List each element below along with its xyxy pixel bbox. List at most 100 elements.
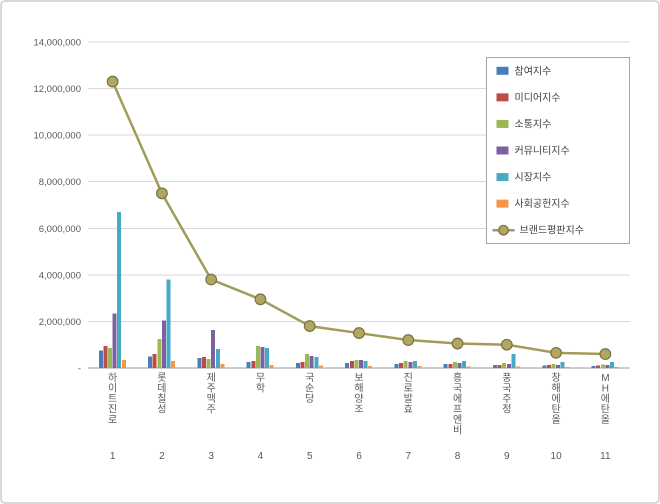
bar <box>157 338 162 368</box>
bar <box>265 347 270 368</box>
bar-series-6 <box>121 359 619 368</box>
bar <box>399 362 404 368</box>
bar-series-2 <box>103 345 601 368</box>
bar <box>345 362 350 368</box>
category-numbers: 1 2 3 4 5 6 7 8 9 10 11 <box>110 451 611 462</box>
category-number: 5 <box>307 451 313 462</box>
bar <box>452 361 457 368</box>
line-marker <box>106 75 119 88</box>
bar <box>403 361 408 368</box>
bar <box>215 348 220 368</box>
bar <box>255 345 260 368</box>
bar <box>502 362 507 368</box>
category-number: 11 <box>600 451 611 462</box>
y-tick-label: 14,000,000 <box>33 38 81 49</box>
bar <box>354 359 359 368</box>
line-marker <box>550 346 562 359</box>
legend-label: 시장지수 <box>515 172 552 184</box>
category-number: 8 <box>455 451 461 462</box>
category-labels: 하 이 트 진 로 롯 데 칠 성 제 주 맥 주 무 학 국 순 당 보 해 양 조 진 로 발 효 흥 국 에 프 엔 비 풍 국 주 정 창 해 에 탄… <box>108 371 610 437</box>
legend-swatch <box>496 66 509 75</box>
bar <box>600 364 605 368</box>
bar <box>443 364 448 368</box>
bar <box>309 356 314 368</box>
bar <box>246 361 251 368</box>
bar <box>412 361 417 368</box>
bar <box>457 362 462 368</box>
bar <box>408 361 413 368</box>
legend-swatch <box>496 199 509 208</box>
bar <box>295 362 300 368</box>
line-markers <box>106 75 612 360</box>
legend-swatch <box>496 146 509 155</box>
bar <box>103 345 108 368</box>
legend-label: 브랜드평판지수 <box>520 225 584 237</box>
legend-box <box>486 57 630 244</box>
legend-label: 커뮤니티지수 <box>515 145 570 157</box>
bar <box>260 347 265 368</box>
bar <box>314 357 319 368</box>
bar <box>591 365 596 368</box>
y-axis-labels: 14,000,000 12,000,000 10,000,000 8,000,000 6… <box>33 38 81 375</box>
legend-label: 소통지수 <box>515 118 552 130</box>
y-tick-label: 6,000,000 <box>39 224 81 235</box>
line-marker <box>599 348 612 360</box>
bar <box>417 365 422 368</box>
bar <box>161 320 166 368</box>
bar <box>300 361 305 368</box>
line-marker <box>156 187 168 200</box>
bar <box>448 364 453 368</box>
bar <box>359 359 363 368</box>
bar <box>269 364 274 368</box>
bar <box>349 361 354 368</box>
bar <box>511 354 516 368</box>
y-tick-label: - <box>78 364 81 375</box>
bar <box>516 366 521 368</box>
y-tick-label: 4,000,000 <box>39 270 81 281</box>
bar <box>466 366 471 368</box>
bar <box>551 364 556 368</box>
category-number: 1 <box>110 451 116 462</box>
bar <box>368 365 373 368</box>
bar <box>542 365 547 368</box>
y-tick-label: 2,000,000 <box>39 317 81 328</box>
bar-series-4 <box>112 313 610 368</box>
gridlines <box>88 41 630 369</box>
bar <box>166 279 171 368</box>
bar <box>98 350 103 368</box>
bar <box>197 357 202 368</box>
line-marker <box>500 338 513 351</box>
legend-swatch <box>496 119 509 128</box>
line-marker <box>205 273 218 286</box>
bar <box>211 330 216 368</box>
bar <box>556 364 561 368</box>
y-tick-label: 8,000,000 <box>39 177 81 188</box>
line-marker <box>451 337 464 350</box>
bar <box>394 364 399 368</box>
y-tick-label: 12,000,000 <box>33 84 81 95</box>
line-marker <box>402 334 415 346</box>
bar <box>251 361 256 368</box>
bar-series-3 <box>108 338 605 368</box>
bar-series-5 <box>117 211 614 368</box>
category-number: 9 <box>504 451 510 462</box>
category-number: 6 <box>356 451 362 462</box>
bar <box>220 364 225 368</box>
bar <box>506 364 511 368</box>
category-number: 10 <box>551 451 563 462</box>
legend-line-marker <box>498 224 509 236</box>
bar <box>462 361 467 368</box>
bar <box>108 348 113 368</box>
